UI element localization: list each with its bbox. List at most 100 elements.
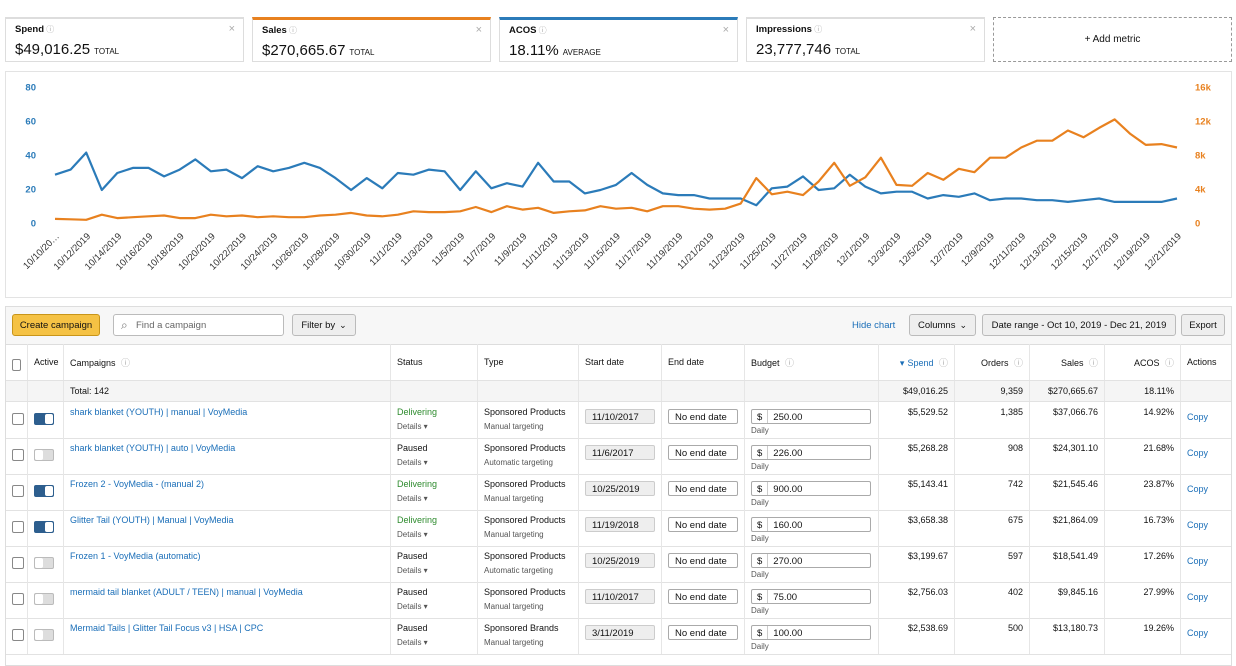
end-date[interactable]: No end date xyxy=(668,445,738,460)
end-date[interactable]: No end date xyxy=(668,553,738,568)
search-input[interactable]: Find a campaign xyxy=(113,314,284,336)
end-date[interactable]: No end date xyxy=(668,481,738,496)
export-button[interactable]: Export xyxy=(1181,314,1225,336)
copy-link[interactable]: Copy xyxy=(1187,556,1209,566)
active-toggle[interactable] xyxy=(34,485,54,497)
x-tick-label: 11/7/2019 xyxy=(461,231,498,268)
details-toggle[interactable]: Details xyxy=(397,602,471,611)
budget-input[interactable]: $160.00 xyxy=(751,517,871,532)
campaign-name[interactable]: Glitter Tail (YOUTH) | Manual | VoyMedia xyxy=(70,515,234,525)
spend-value: $2,538.69 xyxy=(907,623,948,633)
active-toggle[interactable] xyxy=(34,593,54,605)
table-cell: Copy xyxy=(1181,438,1231,474)
filter-button[interactable]: Filter by xyxy=(292,314,356,336)
copy-link[interactable]: Copy xyxy=(1187,592,1209,602)
table-cell: 21.68% xyxy=(1105,438,1181,474)
campaign-name[interactable]: Frozen 1 - VoyMedia (automatic) xyxy=(70,551,201,561)
metric-unit: TOTAL xyxy=(349,48,375,57)
row-checkbox[interactable] xyxy=(12,557,24,569)
metric-label: ACOS xyxy=(509,25,547,36)
campaign-name[interactable]: shark blanket (YOUTH) | manual | VoyMedi… xyxy=(70,407,248,417)
close-icon[interactable]: × xyxy=(475,24,482,36)
row-checkbox[interactable] xyxy=(12,521,24,533)
total-row: Total: 142 $49,016.25 9,359 $270,665.67 18.1… xyxy=(6,381,1231,402)
row-checkbox[interactable] xyxy=(12,593,24,605)
campaign-name[interactable]: Mermaid Tails | Glitter Tail Focus v3 | … xyxy=(70,623,264,633)
add-metric[interactable]: + Add metric xyxy=(993,17,1232,62)
table-cell xyxy=(6,546,28,582)
currency: $ xyxy=(757,592,763,603)
copy-link[interactable]: Copy xyxy=(1187,628,1209,638)
sales-value: $37,066.76 xyxy=(1052,407,1098,417)
y2-tick-label: 0 xyxy=(1195,219,1200,230)
budget-input[interactable]: $270.00 xyxy=(751,553,871,568)
table-cell: $5,268.28 xyxy=(879,438,955,474)
campaign-row: Frozen 2 - VoyMedia - (manual 2) Deliveri… xyxy=(6,474,1231,511)
table-cell: 10/25/2019 xyxy=(579,474,662,510)
budget-input[interactable]: $100.00 xyxy=(751,625,871,640)
campaign-type: Sponsored Products xyxy=(484,587,566,597)
details-toggle[interactable]: Details xyxy=(397,638,471,647)
copy-link[interactable]: Copy xyxy=(1187,484,1209,494)
active-toggle[interactable] xyxy=(34,521,54,533)
row-checkbox[interactable] xyxy=(12,413,24,425)
table-cell: $21,864.09 xyxy=(1030,510,1105,546)
details-toggle[interactable]: Details xyxy=(397,458,471,467)
metric-value: 18.11% AVERAGE xyxy=(509,42,601,59)
end-date[interactable]: No end date xyxy=(668,409,738,424)
end-date[interactable]: No end date xyxy=(668,517,738,532)
budget-input[interactable]: $250.00 xyxy=(751,409,871,424)
active-toggle[interactable] xyxy=(34,449,54,461)
row-checkbox[interactable] xyxy=(12,485,24,497)
status: Delivering xyxy=(397,515,438,525)
campaign-type: Sponsored Products xyxy=(484,479,566,489)
table-cell: 16.73% xyxy=(1105,510,1181,546)
status: Paused xyxy=(397,443,428,453)
metric-card[interactable]: ACOS × 18.11%AVERAGE xyxy=(499,17,738,62)
table-cell xyxy=(28,510,64,546)
copy-link[interactable]: Copy xyxy=(1187,448,1209,458)
status: Paused xyxy=(397,623,428,633)
currency: $ xyxy=(757,628,763,639)
close-icon[interactable]: × xyxy=(722,24,729,36)
budget-input[interactable]: $900.00 xyxy=(751,481,871,496)
campaign-name[interactable]: mermaid tail blanket (ADULT / TEEN) | ma… xyxy=(70,587,303,597)
header-label[interactable]: Spend xyxy=(900,356,948,369)
end-date[interactable]: No end date xyxy=(668,625,738,640)
budget-input[interactable]: $226.00 xyxy=(751,445,871,460)
details-toggle[interactable]: Details xyxy=(397,530,471,539)
date-range-button[interactable]: Date range - Oct 10, 2019 - Dec 21, 2019 xyxy=(982,314,1176,336)
spend-value: $5,143.41 xyxy=(907,479,948,489)
header-cell: Actions xyxy=(1181,344,1231,380)
budget-amount: 226.00 xyxy=(767,446,870,459)
active-toggle[interactable] xyxy=(34,629,54,641)
copy-link[interactable]: Copy xyxy=(1187,412,1209,422)
campaign-name[interactable]: shark blanket (YOUTH) | auto | VoyMedia xyxy=(70,443,236,453)
details-toggle[interactable]: Details xyxy=(397,566,471,575)
total-cell xyxy=(579,381,662,401)
copy-link[interactable]: Copy xyxy=(1187,520,1209,530)
active-toggle[interactable] xyxy=(34,413,54,425)
y-tick-label: 0 xyxy=(31,219,36,230)
budget-input[interactable]: $75.00 xyxy=(751,589,871,604)
campaign-name[interactable]: Frozen 2 - VoyMedia - (manual 2) xyxy=(70,479,205,489)
create-campaign-button[interactable]: Create campaign xyxy=(12,314,100,336)
metric-value: $270,665.67 TOTAL xyxy=(262,42,374,59)
spend-value: $3,199.67 xyxy=(907,551,948,561)
details-toggle[interactable]: Details xyxy=(397,422,471,431)
table-cell: Copy xyxy=(1181,402,1231,438)
active-toggle[interactable] xyxy=(34,557,54,569)
details-toggle[interactable]: Details xyxy=(397,494,471,503)
campaign-row: Frozen 1 - VoyMedia (automatic) Paused Det… xyxy=(6,546,1231,583)
close-icon[interactable]: × xyxy=(228,23,235,35)
row-checkbox[interactable] xyxy=(12,449,24,461)
hide-chart-link[interactable]: Hide chart xyxy=(852,320,896,331)
table-cell: 908 xyxy=(955,438,1030,474)
row-checkbox[interactable] xyxy=(12,629,24,641)
close-icon[interactable]: × xyxy=(969,23,976,35)
columns-button[interactable]: Columns xyxy=(909,314,976,336)
end-date[interactable]: No end date xyxy=(668,589,738,604)
